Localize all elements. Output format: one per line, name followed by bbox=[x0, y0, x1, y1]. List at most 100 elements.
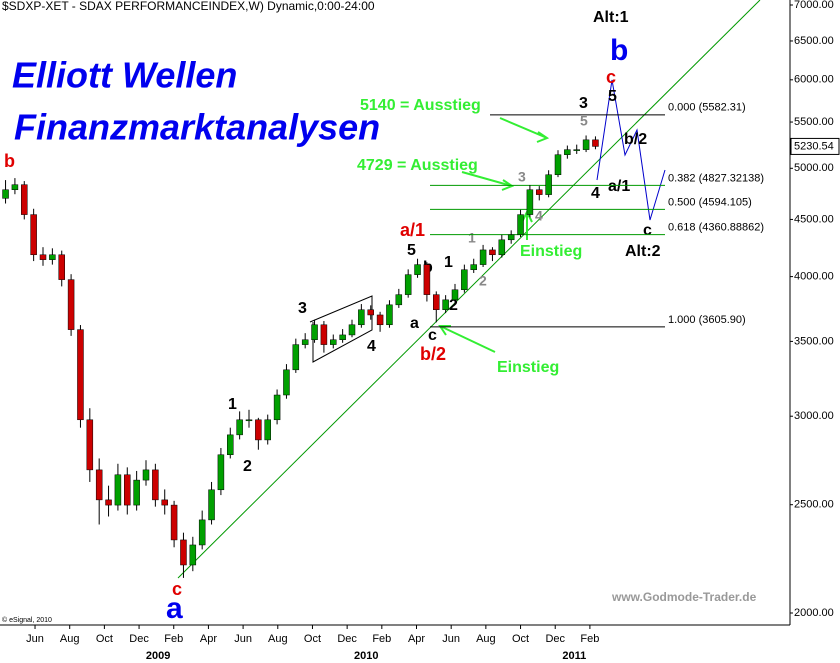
annotation: Einstieg bbox=[497, 359, 559, 376]
candle-body bbox=[77, 329, 84, 421]
wave-label: a/1 bbox=[400, 220, 425, 240]
candle-body bbox=[30, 214, 37, 256]
candle-body bbox=[461, 269, 468, 291]
candle-body bbox=[564, 149, 571, 155]
x-tick-label: Jun bbox=[234, 633, 252, 645]
candle-body bbox=[227, 434, 234, 456]
fib-label: 0.618 (4360.88862) bbox=[668, 222, 764, 234]
wave-label: b bbox=[610, 34, 628, 67]
wave-label: c bbox=[643, 222, 652, 239]
x-tick-label: Aug bbox=[268, 633, 288, 645]
candle-body bbox=[133, 479, 140, 506]
wave-label: a/1 bbox=[608, 178, 630, 195]
x-tick-label: Apr bbox=[408, 633, 425, 645]
candle-body bbox=[301, 339, 309, 345]
wave-label: 3 bbox=[298, 300, 307, 317]
candle-body bbox=[124, 474, 131, 506]
fib-label: 0.500 (4594.105) bbox=[668, 196, 752, 208]
trend-line bbox=[177, 0, 761, 579]
candle-body bbox=[198, 519, 206, 546]
x-tick-label: Feb bbox=[372, 633, 391, 645]
candle-body bbox=[536, 189, 543, 195]
candle-body bbox=[582, 139, 590, 150]
candle-body bbox=[236, 419, 243, 436]
candle-body bbox=[311, 324, 318, 340]
fib-label: 0.000 (5582.31) bbox=[668, 102, 746, 114]
candle-body bbox=[180, 539, 187, 566]
candle-body bbox=[451, 289, 459, 301]
chart-title: $SDXP-XET - SDAX PERFORMANCEINDEX,W) Dyn… bbox=[2, 0, 375, 13]
x-tick-label: Dec bbox=[337, 633, 357, 645]
candle-body bbox=[273, 394, 281, 421]
candle-body bbox=[95, 469, 103, 501]
y-tick-label: 4500.00 bbox=[794, 213, 834, 225]
y-tick-label: 2500.00 bbox=[794, 499, 834, 511]
candle-body bbox=[339, 334, 346, 340]
wave-label: 2 bbox=[479, 273, 487, 289]
candle-body bbox=[142, 469, 150, 481]
candle-body bbox=[105, 499, 112, 506]
candle-body bbox=[189, 544, 197, 566]
annotation: 4729 = Ausstieg bbox=[357, 157, 478, 174]
x-tick-label: Oct bbox=[512, 633, 529, 645]
candle-body bbox=[114, 474, 122, 506]
candle-body bbox=[367, 309, 374, 316]
candle-body bbox=[320, 324, 328, 345]
candle-body bbox=[255, 419, 262, 441]
wave-label: 4 bbox=[535, 208, 543, 224]
candle-body bbox=[545, 174, 552, 195]
x-tick-label: Aug bbox=[60, 633, 80, 645]
year-label: 2011 bbox=[562, 650, 586, 662]
fib-label: 1.000 (3605.90) bbox=[668, 314, 746, 326]
candle-body bbox=[2, 189, 9, 199]
candle-body bbox=[245, 419, 253, 422]
x-tick-label: Oct bbox=[304, 633, 321, 645]
wave-label: Alt:2 bbox=[625, 243, 661, 260]
candle-body bbox=[489, 249, 496, 256]
candle-body bbox=[386, 304, 393, 326]
candle-body bbox=[21, 184, 28, 215]
candle-body bbox=[498, 239, 506, 256]
wave-label: c bbox=[172, 579, 182, 599]
wave-label: c bbox=[428, 327, 437, 344]
annotation: Einstieg bbox=[520, 243, 582, 260]
candle-body bbox=[404, 274, 412, 295]
wave-label: b/2 bbox=[624, 131, 647, 148]
candle-body bbox=[507, 234, 515, 241]
y-tick-label: 5500.00 bbox=[794, 116, 834, 128]
candle-body bbox=[152, 469, 159, 501]
y-tick-label: 6000.00 bbox=[794, 74, 834, 86]
candle-body bbox=[517, 214, 524, 236]
fib-label: 0.382 (4827.32138) bbox=[668, 172, 764, 184]
candle-body bbox=[358, 309, 365, 326]
y-tick-label: 6500.00 bbox=[794, 35, 834, 47]
x-tick-label: Dec bbox=[545, 633, 565, 645]
candle-body bbox=[11, 184, 19, 190]
wave-label: 4 bbox=[367, 338, 376, 355]
wave-label: 1 bbox=[444, 254, 453, 271]
candle-body bbox=[442, 299, 449, 310]
y-tick-label: 4000.00 bbox=[794, 271, 834, 283]
candle-body bbox=[170, 504, 178, 541]
wave-label: 3 bbox=[518, 169, 526, 185]
candle-body bbox=[330, 339, 337, 345]
candle-body bbox=[208, 489, 215, 521]
candle-body bbox=[292, 344, 300, 371]
wave-label: a bbox=[410, 315, 419, 332]
wave-label: 5 bbox=[407, 242, 416, 259]
channel bbox=[309, 295, 373, 363]
candle-body bbox=[554, 154, 562, 175]
candle-body bbox=[86, 419, 94, 471]
wave-label: 3 bbox=[579, 95, 588, 112]
wave-label: c bbox=[606, 67, 616, 87]
wave-label: 1 bbox=[468, 230, 476, 246]
candle-body bbox=[433, 294, 440, 310]
candle-body bbox=[423, 264, 431, 295]
annotation: 5140 = Ausstieg bbox=[360, 97, 481, 114]
last-price-box bbox=[790, 137, 840, 155]
x-tick-label: Dec bbox=[129, 633, 149, 645]
y-tick-label: 3500.00 bbox=[794, 335, 834, 347]
year-label: 2009 bbox=[146, 650, 170, 662]
x-tick-label: Oct bbox=[96, 633, 113, 645]
